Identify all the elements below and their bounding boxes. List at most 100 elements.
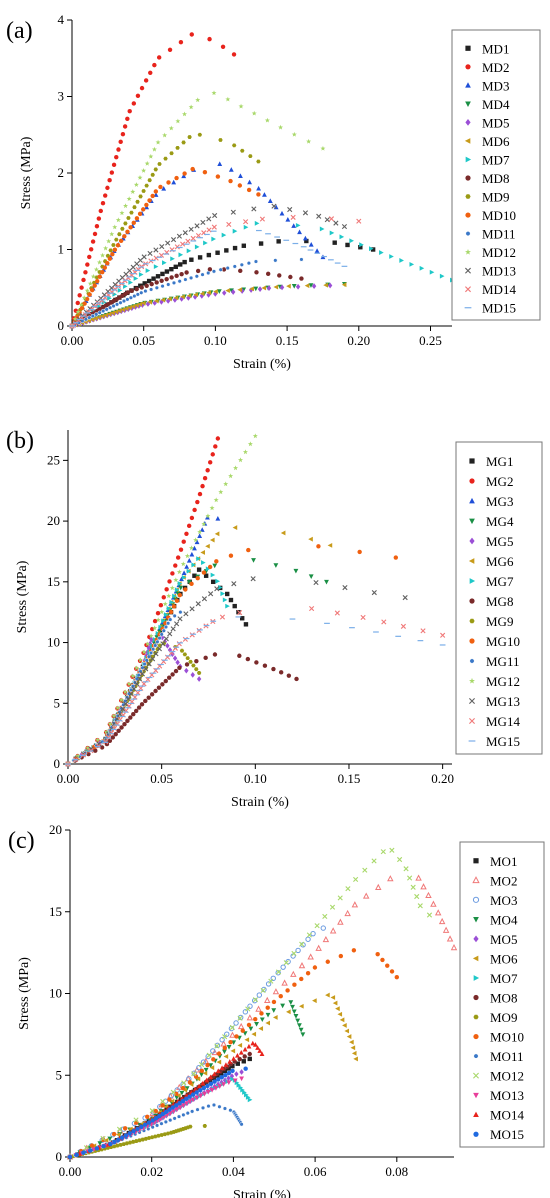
- x-tick-label: 0.00: [57, 771, 80, 786]
- data-point: [407, 875, 413, 881]
- legend-entry-mg8: MG8: [486, 594, 513, 609]
- y-tick-label: 0: [56, 1149, 63, 1164]
- data-point: [156, 646, 163, 652]
- data-point: [119, 725, 124, 730]
- data-point: [201, 570, 207, 575]
- legend-entry-mg1: MG1: [486, 454, 513, 469]
- data-point: [339, 1017, 345, 1023]
- data-point: [95, 278, 100, 284]
- data-point: [208, 591, 214, 597]
- data-point: [189, 257, 194, 262]
- legend-entry-md9: MD9: [482, 190, 509, 205]
- data-point: [126, 196, 132, 202]
- legend-marker: [469, 618, 475, 624]
- legend-entry-md5: MD5: [482, 115, 509, 130]
- data-point: [152, 618, 158, 624]
- data-point: [298, 1027, 304, 1033]
- data-point: [122, 124, 128, 129]
- data-point: [242, 449, 248, 455]
- data-point: [285, 217, 291, 222]
- data-point: [236, 1082, 242, 1088]
- data-point: [128, 295, 134, 300]
- data-point: [118, 300, 123, 305]
- data-point: [197, 529, 203, 535]
- data-point: [147, 198, 152, 203]
- data-point: [221, 232, 227, 238]
- data-point: [278, 994, 283, 999]
- data-point: [200, 550, 205, 555]
- data-point: [160, 284, 165, 289]
- data-point: [207, 564, 213, 570]
- data-point: [176, 1093, 181, 1099]
- legend-entry-md2: MD2: [482, 60, 509, 75]
- data-point: [306, 932, 312, 938]
- data-point: [184, 531, 189, 536]
- data-point: [122, 1126, 128, 1131]
- data-point: [89, 287, 95, 293]
- data-point: [114, 302, 120, 307]
- data-point: [279, 210, 285, 216]
- data-point: [246, 1022, 252, 1028]
- data-point: [280, 530, 286, 536]
- data-point: [233, 465, 239, 471]
- data-point: [231, 1056, 237, 1061]
- legend-marker: [473, 1131, 479, 1137]
- panel-label: (c): [8, 828, 35, 854]
- data-point: [125, 116, 130, 122]
- data-point: [389, 847, 395, 853]
- data-point: [258, 241, 264, 246]
- data-point: [81, 1150, 86, 1155]
- data-point: [90, 239, 96, 244]
- data-point: [206, 1103, 211, 1109]
- data-point: [107, 721, 113, 727]
- data-point: [157, 1113, 162, 1119]
- data-point: [179, 648, 185, 653]
- data-point: [172, 297, 178, 303]
- data-point: [196, 1064, 202, 1071]
- data-point: [185, 656, 190, 661]
- data-point: [146, 644, 151, 651]
- data-point: [286, 1009, 291, 1015]
- data-point: [240, 1028, 245, 1033]
- data-point: [293, 1014, 299, 1019]
- data-point: [184, 1086, 190, 1091]
- data-point: [214, 1043, 220, 1049]
- data-point: [167, 1097, 172, 1102]
- legend: MG1 MG2 MG3 MG4 MG5 MG6 MG7 MG8 MG9 MG10 MG11 MG12 M…: [455, 441, 543, 755]
- data-point: [138, 283, 143, 288]
- data-point: [175, 591, 181, 596]
- data-point: [172, 1116, 177, 1121]
- data-point: [84, 288, 90, 293]
- data-point: [328, 216, 335, 222]
- data-point: [143, 666, 149, 672]
- data-point: [177, 581, 183, 587]
- series-mg14: [65, 605, 446, 767]
- data-point: [97, 274, 102, 279]
- data-point: [196, 556, 201, 562]
- data-point: [389, 254, 394, 259]
- data-point: [128, 715, 133, 720]
- data-point: [162, 601, 168, 607]
- data-point: [200, 1059, 207, 1065]
- data-point: [244, 1037, 250, 1043]
- data-point: [231, 143, 237, 148]
- legend-marker: [469, 497, 475, 504]
- data-point: [181, 173, 187, 179]
- data-point: [186, 295, 191, 301]
- y-tick-label: 5: [54, 695, 61, 710]
- data-point: [273, 284, 279, 290]
- data-point: [450, 944, 458, 951]
- data-point: [254, 1022, 259, 1027]
- data-point: [115, 1132, 121, 1138]
- data-point: [111, 243, 116, 247]
- data-point: [299, 1003, 304, 1009]
- data-point: [184, 662, 190, 667]
- data-point: [89, 317, 95, 322]
- data-point: [438, 917, 446, 925]
- data-point: [100, 313, 105, 319]
- data-point: [131, 686, 137, 692]
- data-point: [181, 539, 186, 544]
- data-point: [304, 238, 309, 244]
- data-point: [320, 925, 326, 931]
- legend-entry-md14: MD14: [482, 282, 516, 297]
